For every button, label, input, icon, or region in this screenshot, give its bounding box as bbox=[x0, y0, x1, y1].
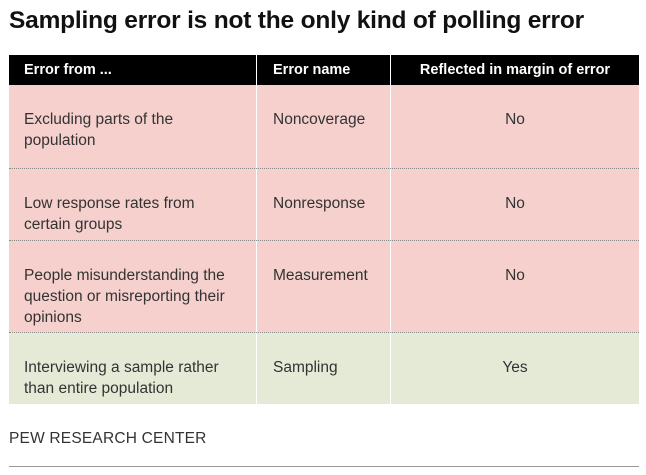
header-error-name: Error name bbox=[256, 55, 390, 85]
cell-margin-of-error: No bbox=[390, 241, 639, 332]
footer-divider bbox=[9, 466, 639, 467]
cell-error-name: Noncoverage bbox=[256, 85, 390, 168]
cell-error-from: Excluding parts of the population bbox=[24, 111, 174, 149]
header-margin-of-error: Reflected in margin of error bbox=[390, 55, 639, 85]
table-row: People misunderstanding the question or … bbox=[9, 240, 639, 332]
cell-error-name: Sampling bbox=[256, 333, 390, 404]
table-row: Excluding parts of the population Noncov… bbox=[9, 85, 639, 168]
cell-error-from: Interviewing a sample rather than entire… bbox=[24, 359, 219, 397]
cell-error-from: Low response rates from certain groups bbox=[24, 195, 195, 233]
header-error-from: Error from ... bbox=[24, 62, 112, 78]
table-header: Error from ... Error name Reflected in m… bbox=[9, 55, 639, 85]
source-credit: PEW RESEARCH CENTER bbox=[9, 430, 207, 447]
cell-error-from: People misunderstanding the question or … bbox=[24, 267, 225, 326]
page-title: Sampling error is not the only kind of p… bbox=[9, 7, 584, 34]
cell-error-name: Measurement bbox=[256, 241, 390, 332]
cell-margin-of-error: No bbox=[390, 169, 639, 240]
error-types-table: Error from ... Error name Reflected in m… bbox=[9, 55, 639, 404]
cell-error-name: Nonresponse bbox=[256, 169, 390, 240]
table-row: Low response rates from certain groups N… bbox=[9, 168, 639, 240]
cell-margin-of-error: Yes bbox=[390, 333, 639, 404]
cell-margin-of-error: No bbox=[390, 85, 639, 168]
table-row: Interviewing a sample rather than entire… bbox=[9, 332, 639, 404]
